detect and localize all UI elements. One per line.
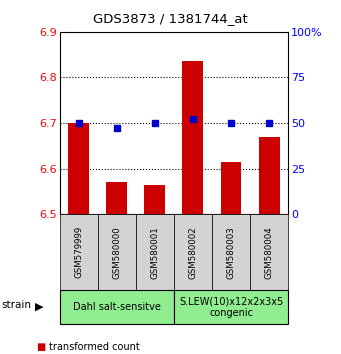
Text: GSM580002: GSM580002 — [189, 226, 197, 279]
Text: GSM580004: GSM580004 — [265, 226, 273, 279]
Bar — [106, 182, 127, 214]
Bar — [144, 184, 165, 214]
Text: Dahl salt-sensitve: Dahl salt-sensitve — [73, 302, 161, 312]
Text: ■: ■ — [36, 342, 46, 352]
Text: GSM580000: GSM580000 — [112, 226, 121, 279]
Text: transformed count: transformed count — [49, 342, 140, 352]
Text: GSM579999: GSM579999 — [74, 226, 83, 278]
Bar — [258, 137, 280, 214]
Bar — [68, 123, 89, 214]
Text: GSM580003: GSM580003 — [226, 226, 236, 279]
Text: strain: strain — [2, 300, 32, 310]
Text: ▶: ▶ — [35, 302, 43, 312]
Bar — [221, 162, 241, 214]
Text: GDS3873 / 1381744_at: GDS3873 / 1381744_at — [93, 12, 248, 25]
Text: S.LEW(10)x12x2x3x5
congenic: S.LEW(10)x12x2x3x5 congenic — [179, 296, 283, 318]
Text: GSM580001: GSM580001 — [150, 226, 159, 279]
Bar — [182, 62, 204, 214]
